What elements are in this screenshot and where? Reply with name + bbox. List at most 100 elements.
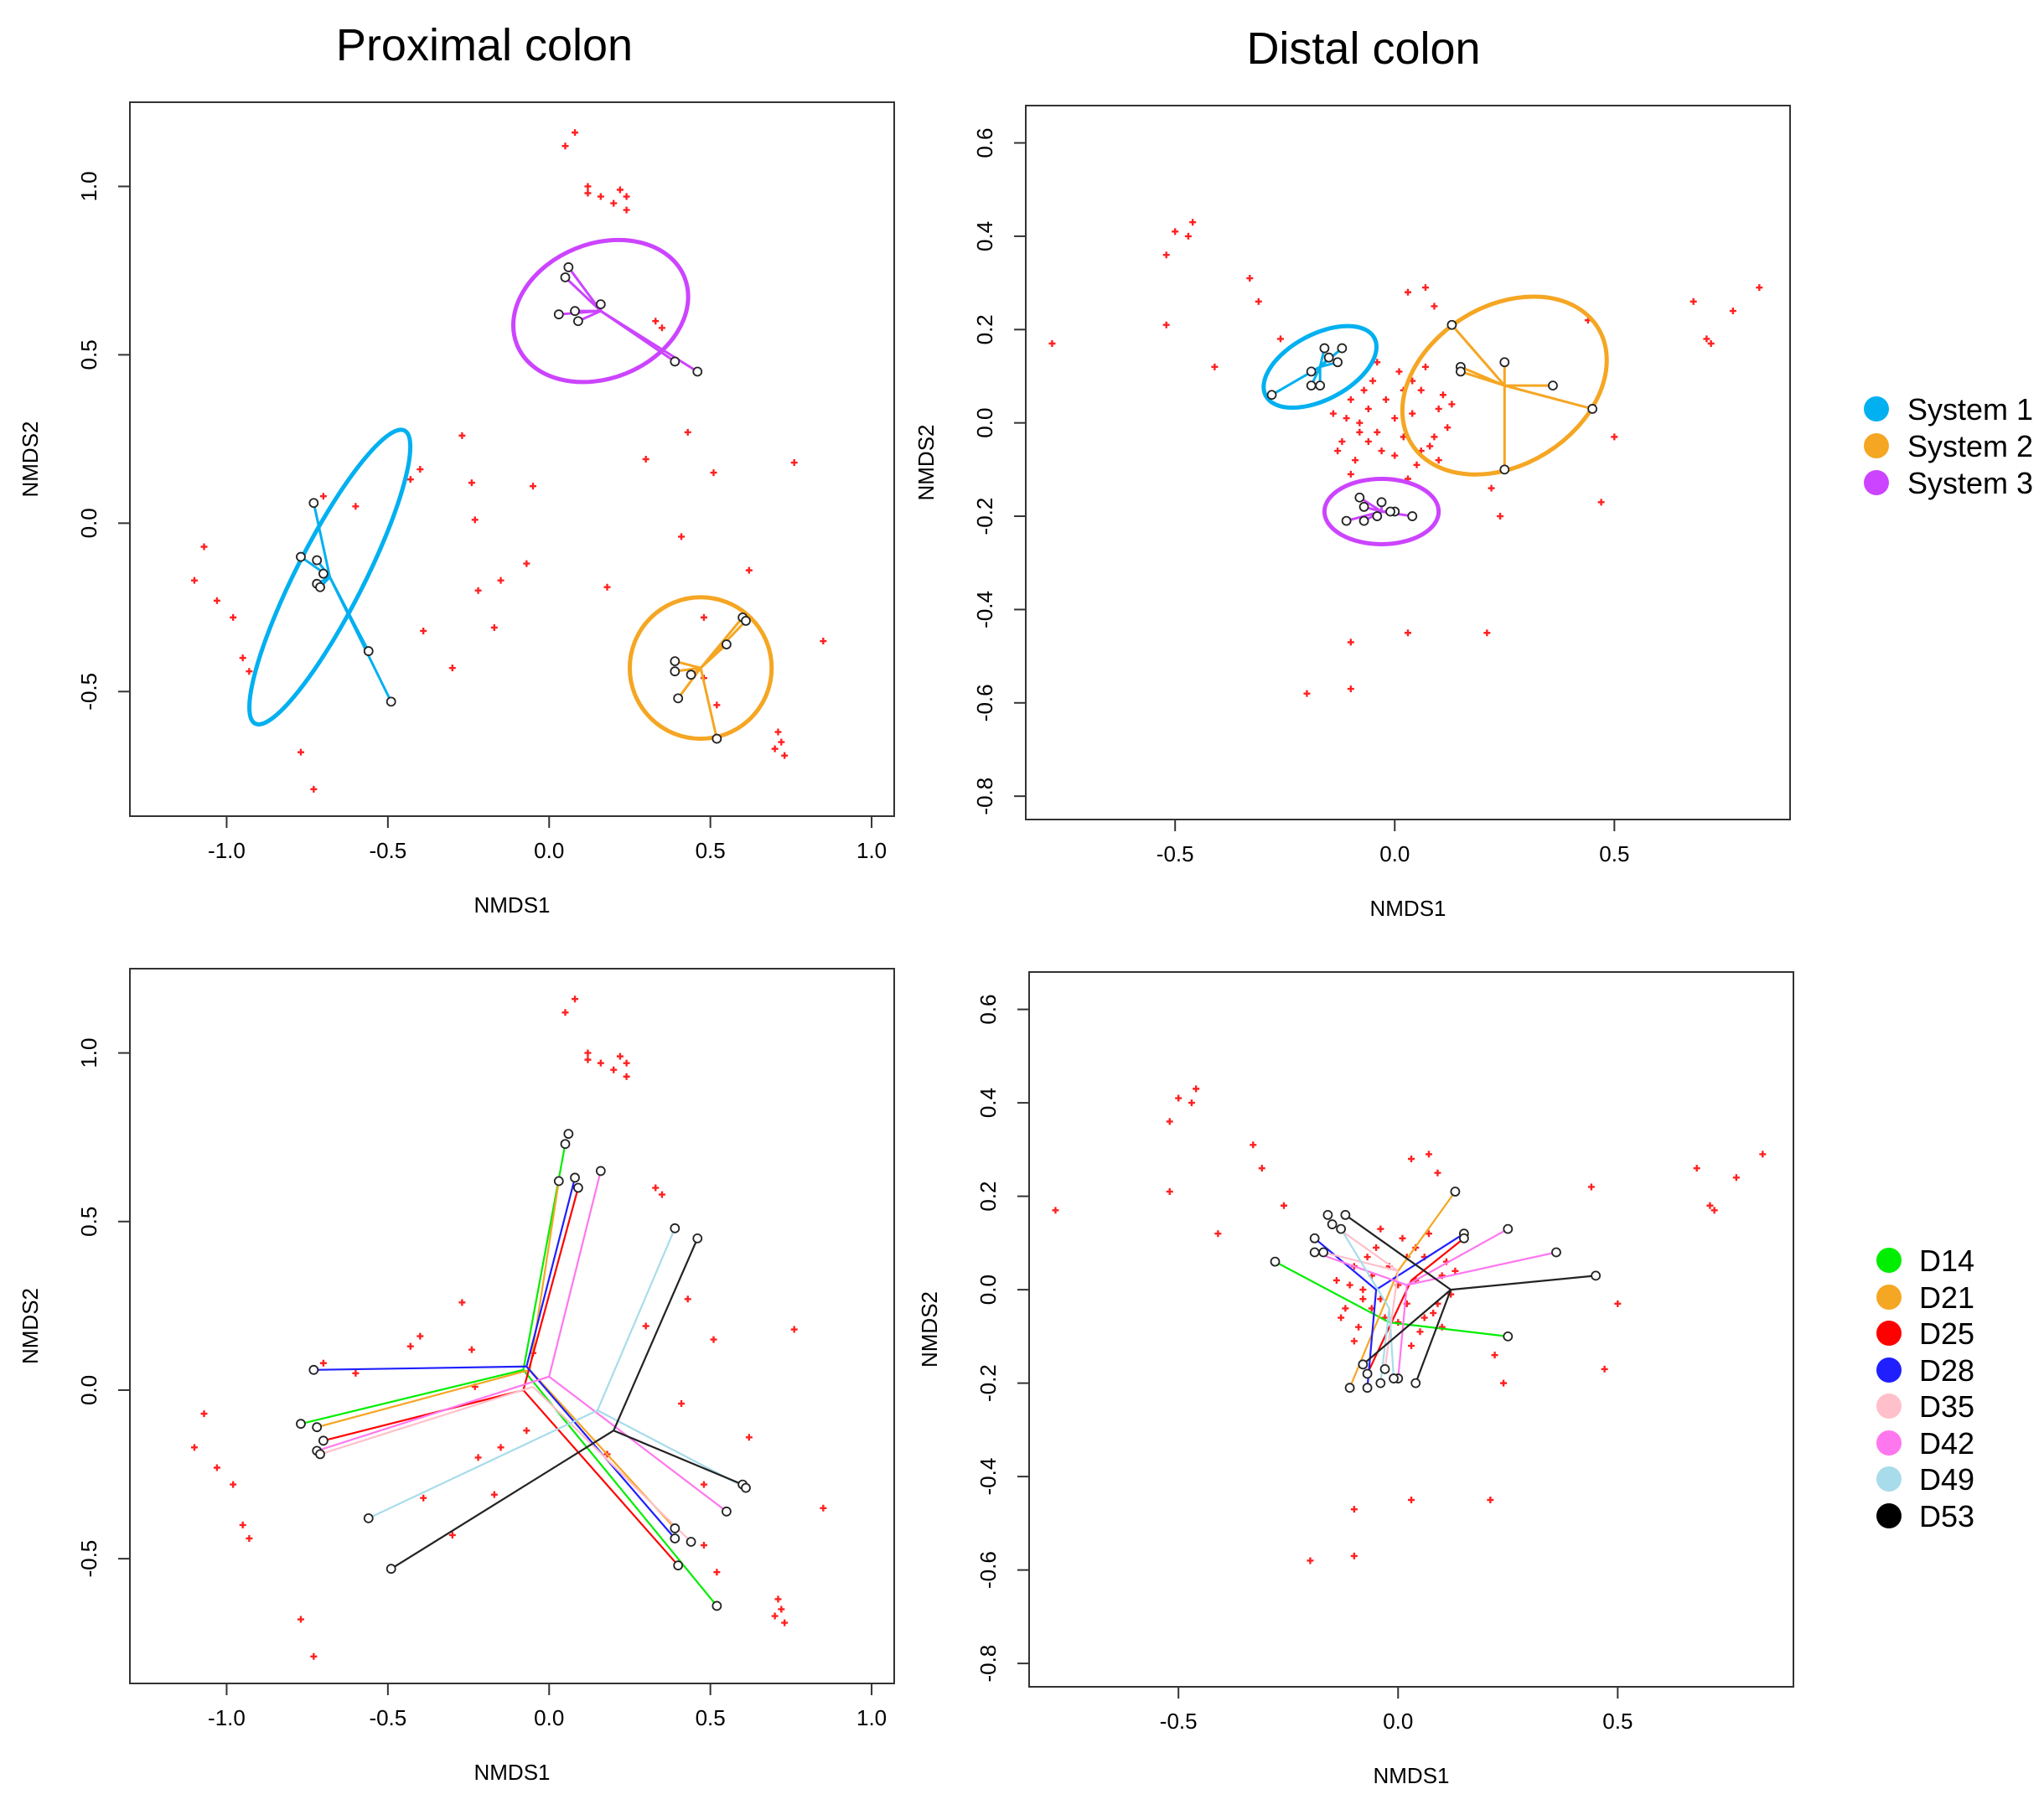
species-point — [616, 186, 624, 194]
x-tick-label: 1.0 — [856, 838, 887, 863]
species-point — [297, 1616, 304, 1623]
sample-point — [1376, 497, 1387, 508]
spider-line-d35 — [532, 1386, 692, 1543]
species-point — [1355, 1323, 1363, 1331]
species-point — [523, 560, 530, 567]
spider-line-system-2 — [676, 667, 702, 700]
species-point — [561, 142, 569, 150]
legend-label-d28: D28 — [1919, 1353, 1974, 1388]
species-point — [1416, 1328, 1424, 1336]
species-point — [623, 206, 630, 214]
species-point — [1172, 228, 1179, 235]
spider-line-system-2 — [1451, 323, 1506, 387]
species-point — [1334, 447, 1342, 455]
species-point — [1378, 447, 1385, 455]
species-point — [1373, 1244, 1380, 1251]
sample-point — [296, 551, 306, 562]
species-point — [1307, 1557, 1314, 1564]
spider-line-d42 — [1406, 1228, 1508, 1286]
species-point — [710, 469, 717, 477]
spider-line-system-2 — [1460, 370, 1505, 387]
sample-point — [570, 306, 580, 317]
species-point — [1364, 1254, 1371, 1261]
species-point — [771, 745, 779, 752]
spider-line-d49 — [1388, 1308, 1395, 1379]
species-point — [1281, 1202, 1287, 1209]
species-point — [1352, 457, 1359, 464]
species-point — [1250, 1141, 1257, 1149]
species-point — [771, 1612, 779, 1620]
species-point — [1184, 232, 1192, 240]
species-point — [468, 1346, 475, 1353]
sample-point — [1587, 404, 1598, 414]
y-tick-label: 0.2 — [975, 1182, 1001, 1212]
species-point — [1246, 275, 1254, 282]
sample-point — [563, 262, 574, 272]
species-point — [781, 752, 789, 759]
legend-swatch-d25 — [1876, 1321, 1902, 1346]
species-point — [1434, 1169, 1441, 1176]
species-point — [1435, 457, 1442, 464]
species-point — [417, 466, 424, 473]
x-axis-label: NMDS1 — [1373, 1763, 1449, 1788]
y-tick-label: -0.4 — [975, 1458, 1001, 1496]
x-tick-label: -0.5 — [1160, 1709, 1198, 1734]
species-point — [1162, 321, 1170, 328]
species-point — [745, 566, 753, 574]
sample-point — [1372, 511, 1383, 521]
species-point — [642, 1322, 649, 1330]
species-point — [584, 189, 592, 197]
species-point — [1188, 1099, 1195, 1107]
y-tick-label: -0.8 — [975, 1645, 1001, 1683]
species-point — [684, 1295, 691, 1303]
spider-line-d21 — [1348, 1270, 1400, 1388]
legend-swatch-d42 — [1876, 1430, 1902, 1456]
species-point — [352, 1369, 360, 1377]
species-point — [1417, 386, 1425, 394]
sample-point — [363, 646, 374, 656]
sample-point — [1266, 390, 1277, 401]
legend-label-system-1: System 1 — [1907, 392, 2033, 427]
species-point — [1408, 1496, 1415, 1503]
sample-point — [312, 1422, 323, 1433]
species-point — [1214, 1230, 1222, 1238]
species-point — [616, 1052, 624, 1060]
species-point — [623, 1073, 630, 1080]
species-point — [1421, 363, 1429, 370]
spider-line-d35 — [1384, 1270, 1400, 1370]
spider-line-d28 — [525, 1177, 577, 1368]
species-point — [610, 199, 618, 207]
species-point — [1350, 1552, 1358, 1559]
species-point — [1405, 288, 1411, 296]
sample-point — [1306, 380, 1317, 391]
legend-days: D14 D21 D25 D28 D35 D42 D49 D53 — [1876, 1244, 1974, 1533]
sample-point — [572, 1182, 583, 1193]
species-point — [448, 1531, 456, 1538]
sample-point — [1306, 366, 1317, 377]
sample-point — [308, 498, 319, 509]
species-point — [458, 1299, 466, 1306]
sample-point — [572, 316, 583, 327]
species-point — [1409, 410, 1416, 417]
y-tick-label: 0.0 — [76, 1375, 101, 1405]
legend-swatch-d35 — [1876, 1394, 1902, 1419]
species-point — [319, 493, 327, 500]
species-point — [778, 738, 785, 746]
species-point — [468, 479, 475, 487]
species-point — [297, 748, 304, 756]
ellipse-system-3 — [1322, 476, 1441, 546]
spider-line-d35 — [319, 1385, 534, 1456]
species-point — [584, 183, 592, 190]
sample-point — [553, 1176, 564, 1187]
species-point — [1356, 419, 1364, 427]
sample-point — [1358, 515, 1369, 526]
y-tick-label: -0.6 — [972, 684, 997, 721]
species-point — [319, 1359, 327, 1367]
sample-point — [686, 670, 696, 680]
species-point — [1162, 251, 1170, 259]
species-point — [1346, 1281, 1353, 1289]
species-point — [1382, 396, 1389, 403]
x-tick-label: -0.5 — [1157, 841, 1194, 866]
species-point — [700, 613, 707, 621]
